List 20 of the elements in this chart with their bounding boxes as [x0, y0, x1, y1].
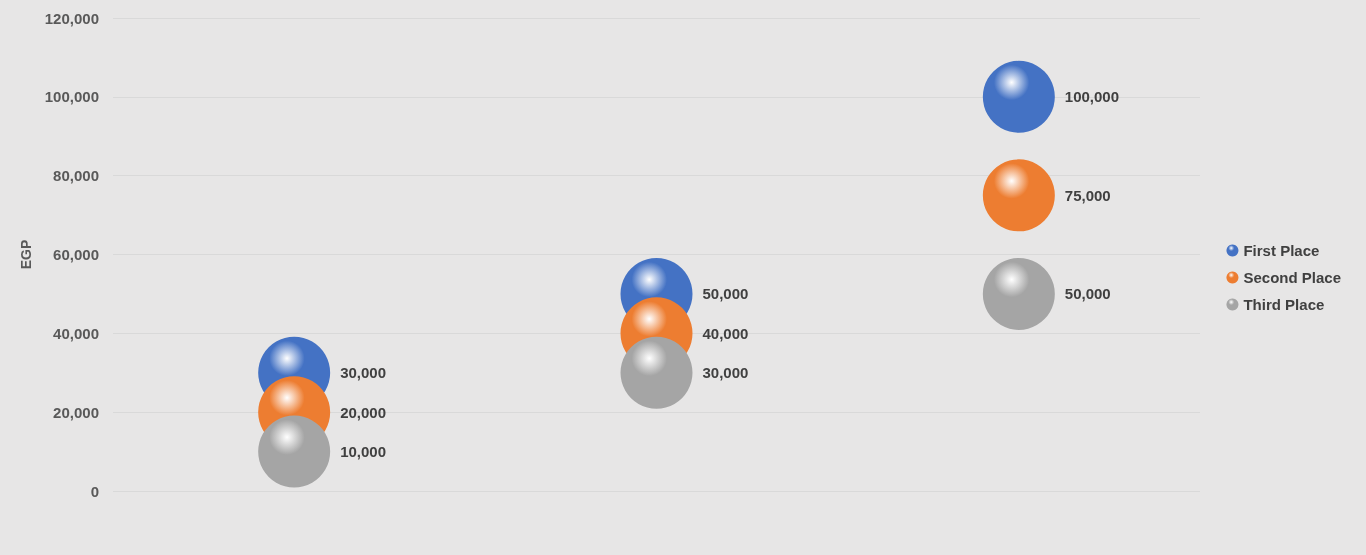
legend-label: Third Place [1243, 296, 1325, 313]
y-tick-label: 120,000 [44, 9, 99, 27]
data-label: 40,000 [702, 324, 749, 342]
data-label: 30,000 [340, 364, 387, 382]
data-label: 20,000 [340, 403, 387, 421]
y-tick-label: 60,000 [53, 246, 99, 263]
data-label: 10,000 [340, 443, 387, 461]
data-label: 30,000 [702, 364, 749, 382]
y-tick-label: 0 [90, 482, 99, 500]
y-tick-label: 100,000 [44, 88, 99, 106]
data-label: 50,000 [1064, 285, 1111, 303]
data-label: 100,000 [1064, 88, 1120, 106]
legend-label: First Place [1243, 242, 1320, 259]
y-tick-label: 40,000 [53, 324, 99, 342]
legend-label: Second Place [1243, 269, 1341, 286]
data-label: 75,000 [1064, 186, 1111, 204]
y-axis-title: EGP [18, 239, 34, 270]
y-tick-label: 80,000 [53, 167, 99, 185]
y-tick-label: 20,000 [53, 403, 99, 421]
data-label: 50,000 [702, 285, 749, 303]
